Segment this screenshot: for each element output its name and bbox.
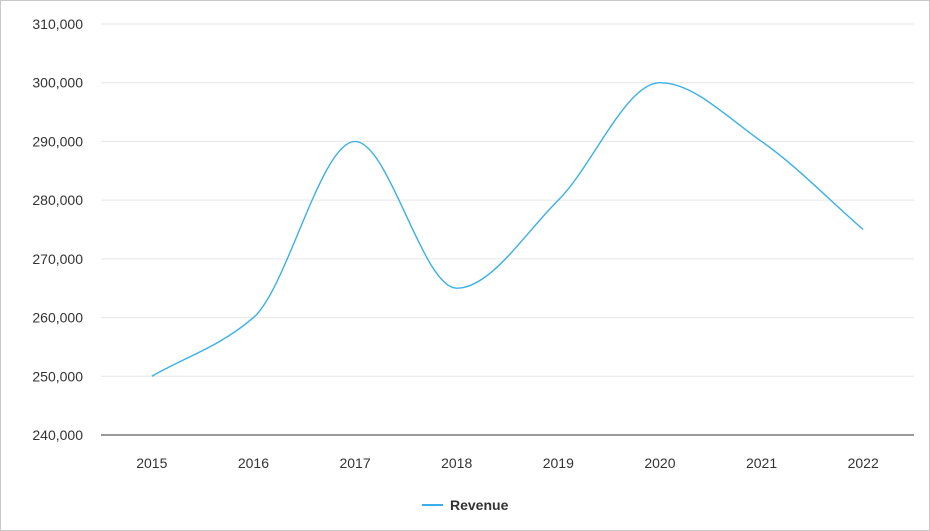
y-tick-label: 280,000 — [32, 192, 83, 208]
y-tick-label: 240,000 — [32, 427, 83, 443]
y-axis-tick-labels: 240,000 250,000 260,000 270,000 280,000 290,0… — [32, 16, 83, 443]
x-tick-label: 2015 — [136, 455, 167, 471]
y-tick-label: 290,000 — [32, 133, 83, 149]
gridlines — [101, 23, 914, 377]
series-line-revenue[interactable] — [151, 82, 864, 377]
legend[interactable]: Revenue — [422, 497, 509, 513]
y-tick-label: 250,000 — [32, 368, 83, 384]
y-tick-label: 270,000 — [32, 251, 83, 267]
x-tick-label: 2017 — [339, 455, 370, 471]
y-tick-label: 310,000 — [32, 16, 83, 32]
series-group — [151, 82, 864, 377]
x-tick-label: 2018 — [441, 455, 472, 471]
x-tick-label: 2022 — [848, 455, 879, 471]
legend-label-revenue: Revenue — [450, 497, 509, 513]
x-tick-label: 2016 — [238, 455, 269, 471]
x-tick-label: 2020 — [644, 455, 675, 471]
y-tick-label: 300,000 — [32, 75, 83, 91]
x-tick-label: 2021 — [746, 455, 777, 471]
x-tick-label: 2019 — [543, 455, 574, 471]
x-axis-tick-labels: 2015 2016 2017 2018 2019 2020 2021 2022 — [136, 455, 879, 471]
y-tick-label: 260,000 — [32, 310, 83, 326]
